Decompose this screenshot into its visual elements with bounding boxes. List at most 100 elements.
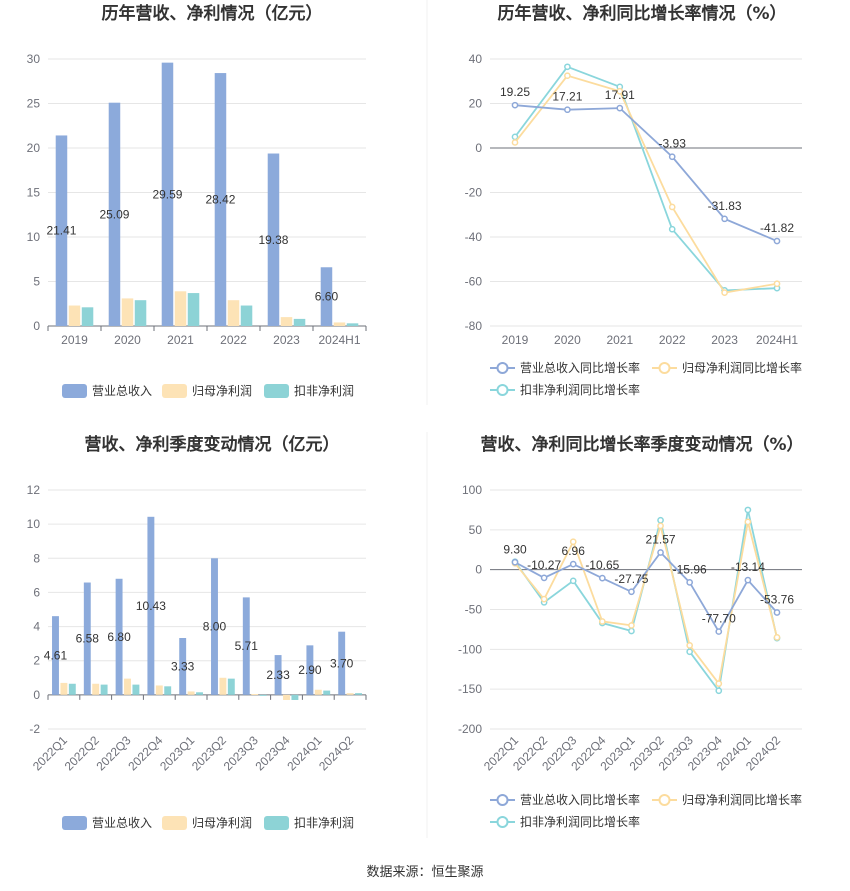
y-tick-label: 4 — [33, 620, 40, 634]
data-label: 25.09 — [99, 207, 129, 221]
x-tick-label: 2019 — [61, 333, 88, 347]
y-tick-label: 50 — [469, 523, 483, 537]
legend-marker — [496, 816, 509, 828]
data-label: 2.33 — [266, 668, 290, 682]
data-point — [511, 558, 519, 566]
bar — [323, 690, 331, 695]
bar — [134, 300, 147, 326]
data-point — [773, 609, 781, 616]
bar — [52, 616, 59, 695]
y-tick-label: 2 — [33, 654, 40, 668]
data-label: 3.70 — [330, 656, 354, 670]
data-label: 29.59 — [152, 187, 182, 201]
bar — [187, 691, 195, 695]
data-point — [628, 588, 635, 596]
data-label: 17.91 — [605, 88, 635, 102]
legend-label: 营业总收入 — [92, 816, 152, 830]
y-tick-label: 0 — [475, 141, 482, 155]
legend-marker — [496, 384, 509, 396]
data-point — [744, 506, 752, 514]
x-tick-label: 2024H1 — [756, 333, 798, 347]
data-point — [773, 237, 781, 245]
bar — [187, 293, 200, 326]
data-label: 19.38 — [258, 233, 288, 247]
legend-label: 扣非净利润 — [294, 384, 354, 398]
bar — [155, 685, 163, 695]
data-point — [668, 203, 676, 211]
data-label: 6.80 — [107, 630, 131, 644]
data-point — [564, 63, 571, 71]
bar — [242, 597, 250, 695]
bar — [132, 684, 140, 695]
x-tick-label: 2019 — [502, 333, 529, 347]
data-point — [511, 139, 519, 146]
data-point — [715, 687, 723, 695]
data-point — [657, 549, 664, 556]
bar — [83, 582, 91, 695]
bar — [60, 682, 68, 695]
legend-marker — [496, 362, 509, 374]
data-point — [744, 576, 752, 584]
data-point — [657, 516, 664, 524]
data-label: 3.33 — [171, 659, 195, 673]
legend-swatch — [162, 384, 187, 398]
bar — [259, 694, 267, 696]
legend-label: 营业总收入 — [92, 384, 152, 398]
bar — [293, 318, 306, 326]
legend-label: 扣非净利润 — [294, 816, 354, 830]
data-point — [616, 87, 624, 95]
data-label: 21.41 — [46, 224, 76, 238]
chart-title: 历年营收、净利同比增长率情况（%） — [497, 3, 786, 24]
y-tick-label: 15 — [27, 186, 41, 200]
legend-swatch — [62, 384, 87, 398]
series-line — [514, 104, 778, 242]
data-point — [721, 215, 728, 223]
bar — [161, 62, 174, 327]
bar — [355, 693, 362, 695]
data-label: 21.57 — [646, 532, 676, 546]
data-label: -10.65 — [585, 558, 619, 572]
legend-label: 归母净利润同比增长率 — [682, 792, 802, 807]
data-point — [569, 577, 577, 585]
bar — [219, 677, 227, 695]
data-point — [564, 72, 571, 80]
bar — [291, 694, 299, 700]
chart-annual-bar: 历年营收、净利情况（亿元） 0 5 10 15 20 25 30 2019 2020 2021 202… — [27, 3, 367, 398]
data-point — [628, 627, 635, 635]
y-tick-label: 0 — [33, 688, 40, 702]
legend: 营业总收入 归母净利润 扣非净利润 — [62, 816, 354, 830]
bar — [124, 678, 131, 695]
data-label: 6.58 — [76, 632, 100, 646]
data-point — [715, 680, 723, 687]
series-line — [514, 65, 778, 292]
data-label: 6.96 — [562, 544, 586, 558]
bar — [68, 683, 76, 695]
bar — [346, 693, 354, 695]
legend-swatch — [162, 816, 187, 830]
bar — [274, 655, 282, 695]
y-tick-label: 0 — [33, 319, 40, 333]
x-tick-label: 2023 — [273, 333, 300, 347]
bar — [81, 307, 94, 326]
y-tick-label: -40 — [465, 230, 483, 244]
data-point — [686, 642, 694, 649]
data-point — [598, 574, 606, 582]
y-tick-label: -2 — [29, 722, 40, 736]
chart-annual-line: 历年营收、净利同比增长率情况（%） -80 -60 -40 -20 0 20 40 2019 20… — [465, 3, 802, 397]
y-tick-label: 10 — [27, 230, 41, 244]
x-tick-label: 2023 — [711, 333, 738, 347]
legend-label: 归母净利润同比增长率 — [682, 360, 802, 375]
data-point — [569, 560, 577, 568]
legend-marker — [658, 362, 671, 374]
y-tick-label: 0 — [475, 563, 482, 577]
data-point — [616, 104, 624, 112]
data-label: 2.90 — [298, 663, 322, 677]
data-point — [686, 579, 694, 586]
data-point — [628, 622, 635, 629]
data-point — [657, 522, 664, 530]
y-tick-label: 100 — [462, 483, 482, 497]
y-tick-label: 25 — [27, 97, 41, 111]
y-tick-label: -80 — [465, 319, 483, 333]
